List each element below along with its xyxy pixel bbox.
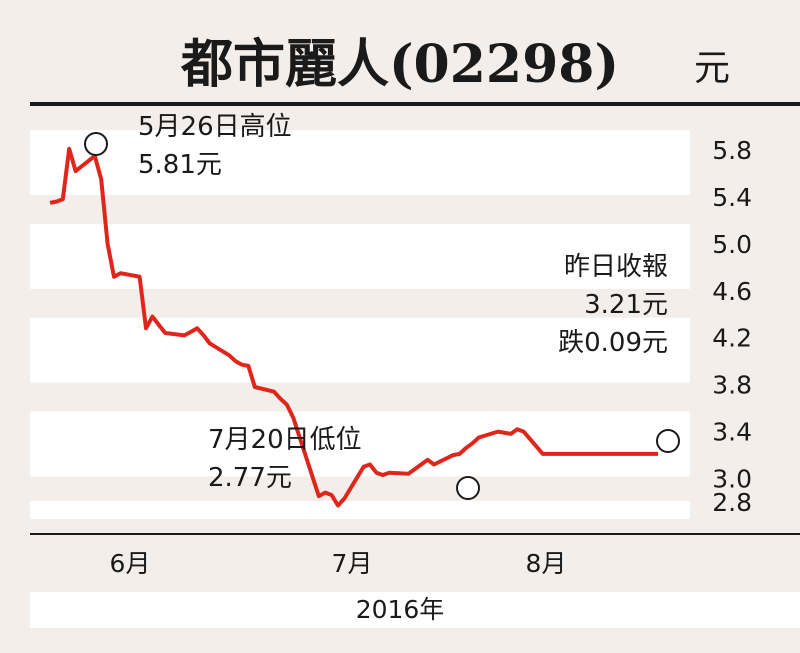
y-tick-label: 5.4 (712, 183, 752, 212)
year-band (30, 592, 800, 628)
x-tick-label: 7月 (332, 549, 373, 578)
annotation-text: 7月20日低位 (208, 425, 362, 455)
y-tick-label: 5.0 (712, 230, 752, 259)
annotation-marker (656, 429, 680, 453)
y-tick-label: 5.8 (712, 136, 752, 165)
year-label: 2016年 (356, 595, 445, 624)
chart-title: 都市麗人(02298) (180, 34, 619, 95)
annotation-text: 5月26日高位 (138, 112, 292, 142)
y-tick-label: 4.2 (712, 324, 752, 353)
y-tick-label: 3.8 (712, 371, 752, 400)
grid-band (30, 411, 690, 477)
annotation-marker (84, 132, 108, 156)
y-tick-label: 4.6 (712, 277, 752, 306)
annotation-text: 3.21元 (584, 290, 668, 320)
y-tick-label: 2.8 (712, 488, 752, 517)
grid-band (30, 130, 690, 195)
y-tick-label: 3.0 (712, 465, 752, 494)
price-line (49, 146, 658, 508)
annotation-text: 跌0.09元 (558, 328, 668, 358)
grid-band (30, 501, 690, 519)
annotation-text: 昨日收報 (564, 252, 668, 282)
annotation-marker (456, 476, 480, 500)
annotation-text: 2.77元 (208, 463, 292, 493)
unit-label: 元 (694, 48, 730, 89)
y-tick-label: 3.4 (712, 418, 752, 447)
grid-band (30, 317, 690, 383)
x-tick-label: 6月 (110, 549, 151, 578)
x-tick-label: 8月 (526, 549, 567, 578)
annotation-text: 5.81元 (138, 150, 222, 180)
